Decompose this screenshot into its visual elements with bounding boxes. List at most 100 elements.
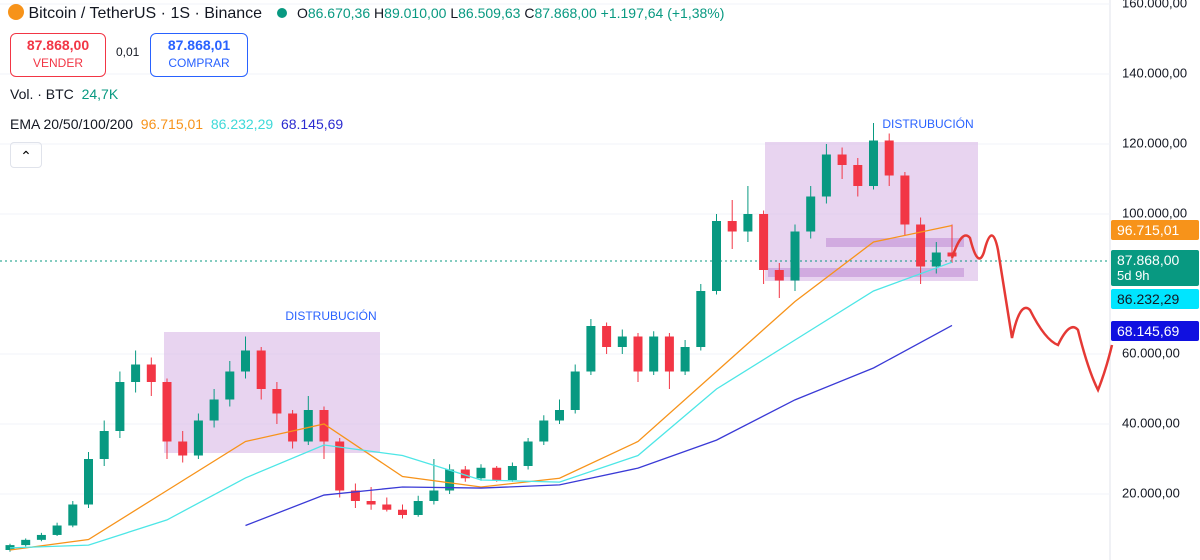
collapse-button[interactable]: ⌃ [10, 142, 42, 168]
candle-body [84, 459, 93, 505]
candle-body [869, 140, 878, 187]
ohlc-value: 87.868,00 [534, 5, 597, 21]
ohlc-value: 89.010,00 [384, 5, 447, 21]
zone-band [768, 268, 964, 277]
candle-body [759, 214, 769, 271]
indicator-value: 68.145,69 [280, 116, 344, 132]
y-tick-label: 100.000,00 [1122, 205, 1187, 220]
candle-body [413, 501, 423, 516]
candle-body [303, 410, 313, 442]
candle-body [837, 154, 847, 166]
candle-body [790, 231, 800, 281]
candle-body [806, 196, 816, 232]
symbol-bar: Bitcoin / TetherUS · 1S · Binance O86.67… [8, 4, 724, 23]
spread: 0,01 [116, 45, 140, 59]
y-tick-label: 120.000,00 [1122, 135, 1187, 150]
buy-label: COMPRAR [168, 56, 230, 70]
indicator-label: EMA 20/50/100/200 [10, 116, 133, 132]
candle-body [193, 420, 203, 456]
candle-body [743, 214, 753, 232]
candle-body [272, 389, 282, 414]
candle-body [241, 350, 250, 372]
candle-body [146, 364, 156, 383]
candle-body [774, 270, 784, 281]
candle-body [649, 336, 659, 372]
symbol: Bitcoin / TetherUS · 1S · Binance [28, 5, 263, 22]
ema-badge: 96.715,01 [1111, 220, 1199, 240]
annotation: DISTRUBUCIÓN [285, 308, 376, 323]
candle-body [931, 252, 941, 267]
candle-body [99, 431, 109, 460]
candle-body [900, 175, 910, 225]
ohlc-key: H [374, 5, 385, 21]
y-tick-label: 160.000,00 [1122, 0, 1187, 10]
last-price-badge: 87.868,00 5d 9h [1111, 250, 1199, 286]
last-price: 87.868,00 [1117, 252, 1180, 268]
candle-body [696, 291, 706, 348]
candle-body [288, 413, 298, 442]
candle-body [727, 221, 737, 232]
ema-line [9, 224, 953, 551]
candle-body [68, 504, 78, 526]
candle-body [366, 501, 376, 505]
candle-body [853, 165, 863, 187]
y-tick-label: 140.000,00 [1122, 65, 1187, 80]
candle-body [36, 534, 46, 540]
indicator-legend: EMA 20/50/100/200 96.715,01 86.232,29 68… [10, 116, 343, 132]
y-tick-label: 20.000,00 [1122, 485, 1180, 500]
y-tick-label: 60.000,00 [1122, 345, 1180, 360]
indicator-value: 96.715,01 [140, 116, 204, 132]
candle-body [225, 371, 235, 400]
candle-body [209, 399, 219, 421]
ema-badge: 68.145,69 [1111, 321, 1199, 341]
coin-icon [8, 4, 24, 20]
candle-body [335, 441, 345, 491]
ema-line [245, 324, 953, 527]
candle-body [664, 336, 674, 372]
candle-body [21, 539, 31, 546]
ema-badge: 86.232,29 [1111, 289, 1199, 309]
volume-legend: Vol. · BTC 24,7K [10, 86, 118, 102]
candle-body [821, 154, 831, 197]
candle-body [162, 382, 172, 442]
sell-button[interactable]: 87.868,00 VENDER [10, 33, 106, 77]
volume-label: Vol. · BTC [10, 86, 74, 102]
candle-body [523, 441, 533, 467]
candle-body [319, 410, 329, 442]
candle-body [555, 410, 564, 421]
status-dot [276, 8, 287, 18]
ohlc-value: 86.670,36 [307, 5, 371, 21]
candle-body [492, 467, 502, 481]
candle-body [460, 469, 470, 479]
projection-drawing [950, 234, 1114, 394]
candle-body [602, 326, 612, 348]
candle-body [350, 490, 360, 502]
ohlc-value: 86.509,63 [458, 5, 521, 21]
candle-body [570, 371, 580, 411]
candle-body [586, 326, 596, 372]
volume-value: 24,7K [81, 86, 119, 102]
buy-price: 87.868,01 [167, 37, 231, 53]
candle-body [178, 441, 188, 456]
buy-button[interactable]: 87.868,01 COMPRAR [150, 33, 248, 77]
candle-body [680, 347, 690, 372]
ohlc-key: O [296, 5, 308, 21]
ema-line [9, 261, 953, 549]
candle-body [429, 490, 439, 502]
candle-body [916, 224, 926, 267]
candle-body [617, 336, 627, 348]
y-tick-label: 40.000,00 [1122, 415, 1180, 430]
annotation: DISTRUBUCIÓN [882, 116, 973, 131]
candle-body [256, 350, 266, 390]
zone-band [826, 238, 964, 247]
candle-body [539, 420, 549, 442]
candle-body [115, 382, 125, 432]
candle-body [382, 504, 392, 510]
candle-body [131, 364, 141, 383]
indicator-value: 86.232,29 [210, 116, 274, 132]
change: +1.197,64 (+1,38%) [600, 5, 725, 21]
candle-body [476, 467, 486, 479]
ohlc-key: C [524, 5, 535, 21]
sell-price: 87.868,00 [26, 37, 90, 53]
